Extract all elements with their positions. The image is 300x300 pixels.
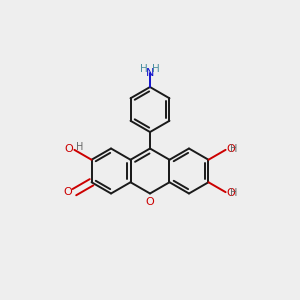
Text: O: O — [64, 144, 73, 154]
Text: H: H — [230, 188, 238, 198]
Text: O: O — [63, 187, 72, 197]
Text: N: N — [146, 68, 154, 78]
Text: O: O — [226, 188, 235, 198]
Text: H: H — [140, 64, 148, 74]
Text: H: H — [230, 144, 238, 154]
Text: H: H — [152, 64, 160, 74]
Text: H: H — [76, 142, 83, 152]
Text: O: O — [226, 144, 235, 154]
Text: O: O — [146, 197, 154, 207]
